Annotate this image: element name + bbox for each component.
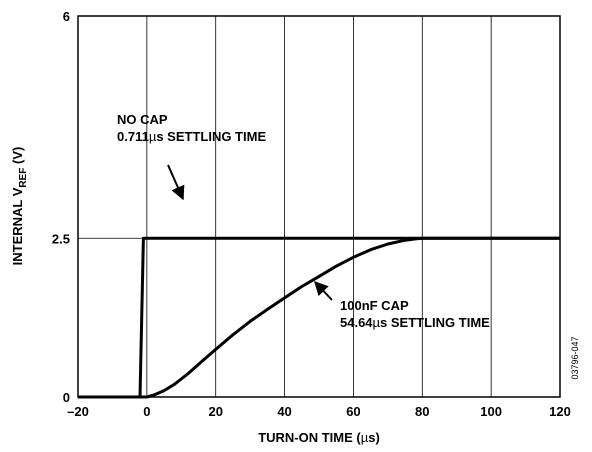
x-tick-label: –20 <box>67 404 89 419</box>
series-group <box>78 236 560 399</box>
annotation-arrow-no-cap <box>167 164 185 201</box>
plot-frame <box>77 15 561 398</box>
annotation-no-cap-line1: NO CAP <box>117 112 168 127</box>
x-tick-label: 60 <box>346 404 360 419</box>
y-tick-label: 0 <box>63 390 70 405</box>
x-tick-label: 0 <box>143 404 150 419</box>
figure-id: 03796-047 <box>570 336 580 379</box>
x-tick-label: 20 <box>208 404 222 419</box>
y-tick-label: 6 <box>63 9 70 24</box>
y-axis-title: INTERNAL VREF (V) <box>10 147 29 266</box>
x-tick-label: 100 <box>480 404 502 419</box>
gridlines <box>78 16 492 397</box>
annotation-arrow-100nf-cap <box>314 280 333 301</box>
y-tick-label: 2.5 <box>52 231 70 246</box>
x-tick-labels: –20 0 20 40 60 80 100 120 <box>67 404 571 419</box>
x-tick-label: 40 <box>277 404 291 419</box>
x-tick-label: 80 <box>415 404 429 419</box>
y-tick-labels: 02.56 <box>52 9 70 405</box>
annotation-no-cap-line2: 0.711µs SETTLING TIME <box>117 129 266 144</box>
series-line-100nf-cap <box>78 236 560 399</box>
x-tick-label: 120 <box>549 404 571 419</box>
annotation-100nf-cap-line1: 100nF CAP <box>340 298 409 313</box>
x-axis-title: TURN-ON TIME (µs) <box>258 430 380 445</box>
annotation-100nf-cap-line2: 54.64µs SETTLING TIME <box>340 315 490 330</box>
